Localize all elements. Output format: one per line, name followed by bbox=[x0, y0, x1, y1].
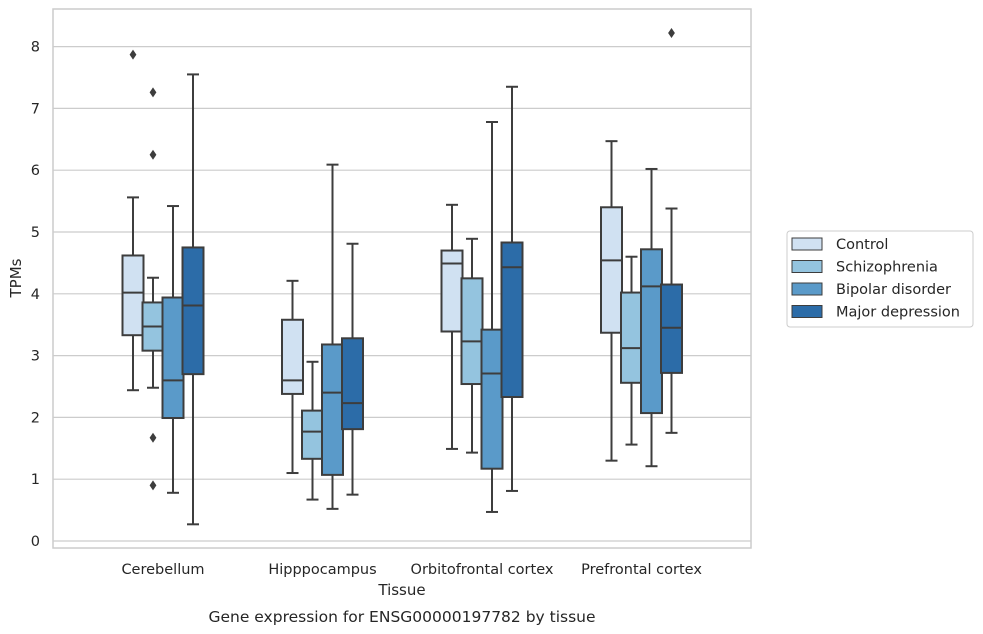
legend-swatch bbox=[791, 282, 823, 296]
plot-frame bbox=[52, 8, 752, 549]
y-tick-label: 6 bbox=[31, 163, 40, 179]
legend-label: Major depression bbox=[836, 305, 960, 321]
box-major-depression bbox=[181, 73, 205, 526]
box-control bbox=[281, 279, 304, 475]
legend-swatch bbox=[791, 237, 823, 251]
box-iqr bbox=[161, 296, 185, 420]
legend-label: Bipolar disorder bbox=[836, 282, 951, 298]
x-tick-labels: Cerebellum Hipppocampus Orbitofrontal cort… bbox=[121, 562, 702, 578]
box-iqr bbox=[301, 409, 324, 460]
box-iqr bbox=[181, 246, 205, 376]
box-bipolar-disorder bbox=[640, 167, 663, 468]
box-iqr bbox=[321, 343, 344, 476]
plot-border bbox=[52, 8, 752, 549]
legend-swatch bbox=[791, 305, 823, 318]
box-schizophrenia bbox=[620, 255, 643, 446]
y-tick-label: 0 bbox=[31, 534, 40, 550]
box-bipolar-disorder bbox=[321, 163, 344, 510]
x-axis-title: Tissue bbox=[377, 581, 425, 599]
y-tick-label: 8 bbox=[31, 40, 40, 56]
legend-frame bbox=[786, 230, 974, 328]
box-iqr bbox=[121, 254, 145, 337]
box-iqr bbox=[620, 291, 643, 384]
box-schizophrenia bbox=[141, 87, 165, 491]
outlier-point bbox=[149, 87, 157, 98]
box-bipolar-disorder bbox=[480, 120, 504, 513]
box-major-depression bbox=[341, 242, 364, 496]
chart-caption: Gene expression for ENSG00000197782 by t… bbox=[208, 608, 595, 626]
y-tick-labels: 0 1 2 3 4 5 6 7 8 bbox=[31, 40, 40, 550]
x-tick-label: Prefrontal cortex bbox=[581, 562, 702, 578]
y-axis-title: TPMs bbox=[7, 258, 25, 298]
outlier-point bbox=[149, 432, 157, 443]
y-tick-label: 4 bbox=[31, 287, 40, 303]
box-control bbox=[440, 203, 464, 450]
box-control bbox=[121, 49, 145, 392]
box-iqr bbox=[600, 206, 623, 334]
box-iqr bbox=[341, 337, 364, 431]
outlier-point bbox=[149, 149, 157, 160]
y-tick-label: 7 bbox=[31, 101, 40, 117]
box-iqr bbox=[500, 241, 524, 399]
x-tick-label: Cerebellum bbox=[121, 562, 204, 578]
y-tick-label: 1 bbox=[31, 472, 40, 488]
box-schizophrenia bbox=[460, 237, 484, 454]
legend: Control Schizophrenia Bipolar disorder Majo… bbox=[786, 230, 974, 328]
box-control bbox=[600, 140, 623, 462]
box-major-depression bbox=[500, 85, 524, 492]
outlier-point bbox=[668, 28, 675, 39]
box-major-depression bbox=[660, 28, 683, 434]
outlier-point bbox=[129, 49, 137, 60]
y-tick-label: 5 bbox=[31, 225, 40, 241]
box-iqr bbox=[460, 277, 484, 386]
y-tick-label: 2 bbox=[31, 410, 40, 426]
legend-swatch bbox=[791, 260, 823, 273]
box-iqr bbox=[281, 318, 304, 395]
outlier-point bbox=[149, 480, 157, 491]
x-tick-label: Hipppocampus bbox=[268, 562, 376, 578]
y-tick-label: 3 bbox=[31, 349, 40, 365]
x-tick-label: Orbitofrontal cortex bbox=[411, 562, 554, 578]
legend-label: Schizophrenia bbox=[836, 260, 938, 276]
box-iqr bbox=[480, 328, 504, 470]
box-iqr bbox=[640, 248, 663, 415]
legend-label: Control bbox=[836, 237, 888, 253]
boxes bbox=[121, 28, 683, 526]
box-bipolar-disorder bbox=[161, 205, 185, 494]
